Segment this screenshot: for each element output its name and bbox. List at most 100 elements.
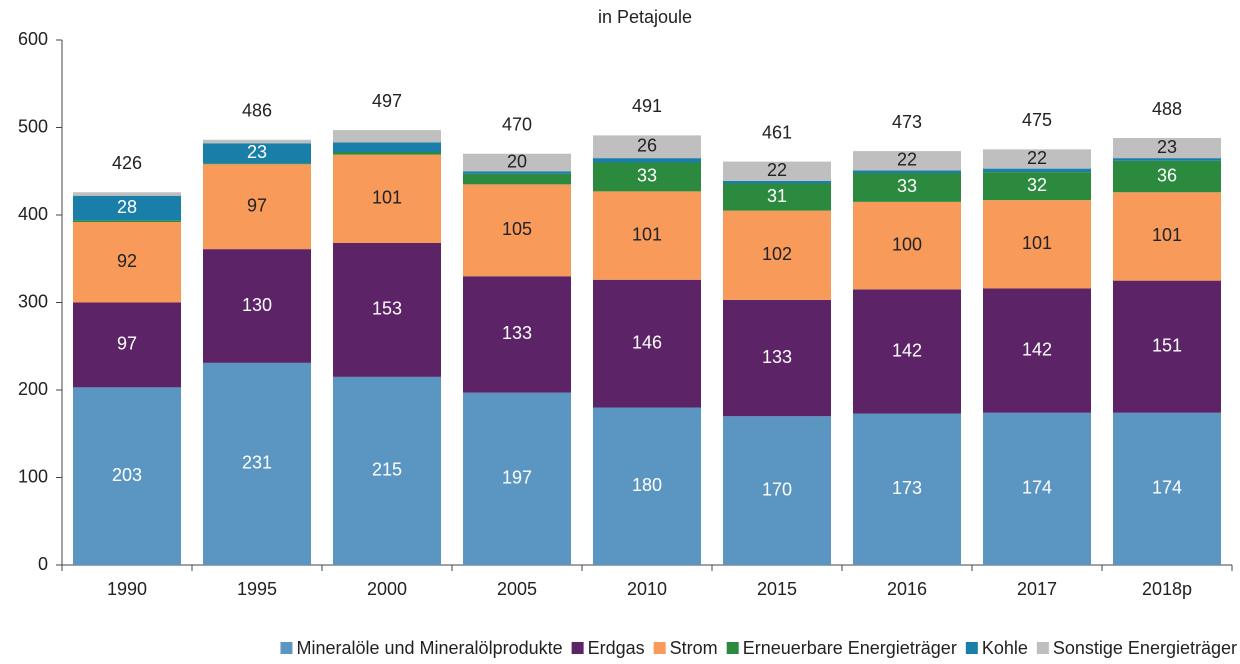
x-tick-label: 2018p (1142, 579, 1192, 599)
data-label: 33 (637, 166, 657, 186)
bar-segment (853, 170, 961, 173)
data-label: 97 (247, 195, 267, 215)
legend-swatch (726, 642, 739, 654)
data-label: 20 (507, 151, 527, 171)
bar-segment (463, 171, 571, 174)
total-label: 473 (892, 112, 922, 132)
bar-segment (203, 362, 311, 565)
data-label: 92 (117, 251, 137, 271)
y-tick-label: 100 (18, 466, 48, 486)
data-label: 105 (502, 219, 532, 239)
data-label: 33 (897, 176, 917, 196)
legend-label: Kohle (982, 638, 1028, 658)
bar-segment (853, 289, 961, 414)
y-tick-label: 500 (18, 116, 48, 136)
x-tick-label: 2016 (887, 579, 927, 599)
data-label: 142 (892, 340, 922, 360)
bar-segment (73, 195, 181, 221)
data-label: 197 (502, 468, 532, 488)
bar-segment (463, 184, 571, 277)
bar-segment (1113, 160, 1221, 193)
bar-segment (333, 154, 441, 243)
data-label: 101 (632, 224, 662, 244)
bar-segment (983, 149, 1091, 169)
y-tick-label: 300 (18, 291, 48, 311)
bar-segment (723, 416, 831, 565)
chart-title: in Petajoule (598, 7, 692, 27)
bar-segment (463, 153, 571, 172)
x-tick-label: 2000 (367, 579, 407, 599)
bar-segment (983, 172, 1091, 201)
bar-segment (723, 161, 831, 181)
data-label: 31 (767, 186, 787, 206)
data-label: 173 (892, 478, 922, 498)
legend-swatch (965, 642, 978, 654)
data-label: 142 (1022, 339, 1052, 359)
x-tick-label: 2017 (1017, 579, 1057, 599)
bar-segment (463, 392, 571, 565)
x-tick-label: 2015 (757, 579, 797, 599)
bar-segment (593, 135, 701, 159)
bar-segment (983, 200, 1091, 289)
data-label: 203 (112, 465, 142, 485)
data-label: 32 (1027, 175, 1047, 195)
data-label: 23 (247, 142, 267, 162)
bar-segment (853, 201, 961, 290)
data-label: 153 (372, 299, 402, 319)
bar-segment (1113, 412, 1221, 565)
x-tick-label: 1990 (107, 579, 147, 599)
data-label: 133 (762, 347, 792, 367)
bar-segment (983, 412, 1091, 565)
legend-label: Mineralöle und Mineralölprodukte (296, 638, 562, 658)
bar-segment (983, 288, 1091, 413)
data-label: 146 (632, 332, 662, 352)
data-label: 174 (1152, 478, 1182, 498)
bar-segment (333, 243, 441, 377)
legend-label: Strom (670, 638, 718, 658)
bar-segment (1113, 158, 1221, 161)
bar-segment (1113, 138, 1221, 159)
bar-segment (853, 173, 961, 202)
bar-segment (203, 249, 311, 363)
data-label: 170 (762, 479, 792, 499)
data-label: 133 (502, 323, 532, 343)
bar-segment (73, 222, 181, 303)
bar-segment (203, 164, 311, 250)
data-label: 180 (632, 475, 662, 495)
legend-swatch (571, 642, 584, 654)
data-label: 101 (372, 188, 402, 208)
bar-segment (853, 413, 961, 565)
bar-segment (723, 183, 831, 211)
total-label: 486 (242, 101, 272, 121)
bar-segment (853, 151, 961, 171)
data-label: 130 (242, 295, 272, 315)
bar-segment (73, 302, 181, 388)
total-label: 488 (1152, 99, 1182, 119)
total-label: 470 (502, 115, 532, 135)
bar-segment (203, 139, 311, 144)
data-label: 28 (117, 197, 137, 217)
bar-segment (1113, 280, 1221, 413)
legend-label: Sonstige Energieträger (1053, 638, 1237, 658)
data-label: 102 (762, 244, 792, 264)
data-label: 22 (897, 150, 917, 170)
data-label: 23 (1157, 137, 1177, 157)
legend-swatch (280, 642, 293, 654)
data-label: 174 (1022, 478, 1052, 498)
data-label: 101 (1022, 233, 1052, 253)
legend-swatch (1036, 642, 1049, 654)
total-label: 426 (112, 153, 142, 173)
bar-segment (203, 163, 311, 165)
data-label: 22 (1027, 148, 1047, 168)
data-label: 36 (1157, 165, 1177, 185)
bar-segment (983, 168, 1091, 173)
data-label: 101 (1152, 225, 1182, 245)
legend-label: Erdgas (588, 638, 645, 658)
bar-segment (723, 210, 831, 300)
total-label: 475 (1022, 110, 1052, 130)
y-tick-label: 200 (18, 379, 48, 399)
bar-segment (73, 220, 181, 222)
bar-segment (593, 158, 701, 163)
